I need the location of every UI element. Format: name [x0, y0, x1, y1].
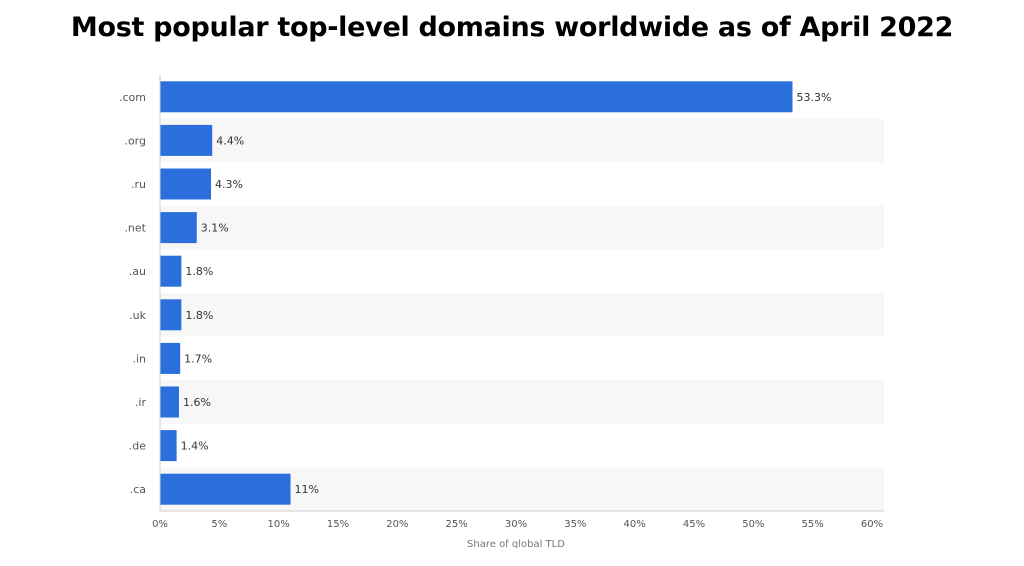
row-band: [160, 380, 884, 424]
bar-ca: [160, 473, 291, 505]
category-label: .ir: [135, 396, 147, 409]
x-tick-label: 30%: [505, 519, 527, 530]
data-label: 1.8%: [185, 309, 213, 322]
bar-ru: [160, 168, 212, 200]
category-label: .net: [124, 222, 146, 235]
bar-org: [160, 124, 213, 156]
bar-de: [160, 430, 177, 462]
bar-uk: [160, 299, 182, 331]
bar-ir: [160, 386, 179, 418]
row-bands: [160, 118, 884, 511]
x-axis-title: Share of global TLD: [467, 539, 565, 548]
data-label: 1.8%: [185, 265, 213, 278]
bar-chart: .com .org .ru .net .au .uk .in .ir .de .ca 53.3% 4…: [119, 75, 884, 548]
x-tick-label: 60%: [861, 519, 883, 530]
data-label: 3.1%: [201, 222, 229, 235]
bar-in: [160, 342, 181, 374]
row-band: [160, 118, 884, 163]
category-label: .in: [132, 352, 146, 365]
bar-au: [160, 255, 182, 287]
x-tick-label: 5%: [211, 519, 227, 530]
x-tick-label: 15%: [327, 519, 349, 530]
data-label: 11%: [295, 483, 319, 496]
category-label: .au: [129, 265, 146, 278]
x-tick-label: 40%: [624, 519, 646, 530]
category-label: .org: [124, 134, 146, 147]
data-label: 1.7%: [184, 352, 212, 365]
x-tick-label: 50%: [742, 519, 764, 530]
x-axis: 0% 5% 10% 15% 20% 25% 30% 35% 40% 45% 50% 55% 60%: [152, 75, 884, 530]
row-band: [160, 293, 884, 337]
x-tick-label: 45%: [683, 519, 705, 530]
x-tick-label: 20%: [386, 519, 408, 530]
chart-title: Most popular top-level domains worldwide…: [70, 12, 954, 43]
category-label: .ru: [131, 178, 146, 191]
data-label: 4.3%: [215, 178, 243, 191]
data-label: 1.6%: [183, 396, 211, 409]
category-labels: .com .org .ru .net .au .uk .in .ir .de .ca: [119, 91, 147, 496]
category-label: .uk: [129, 309, 146, 322]
bar-series: [160, 81, 793, 505]
category-label: .de: [129, 440, 146, 453]
category-label: .ca: [130, 483, 146, 496]
bar-net: [160, 212, 197, 244]
x-tick-label: 0%: [152, 519, 168, 530]
data-label: 53.3%: [796, 91, 831, 104]
value-labels: 53.3% 4.4% 4.3% 3.1% 1.8% 1.8% 1.7% 1.6% 1.4% 11%: [181, 91, 832, 496]
data-label: 1.4%: [181, 440, 209, 453]
bar-com: [160, 81, 793, 113]
chart-area: .com .org .ru .net .au .uk .in .ir .de .ca 53.3% 4…: [96, 70, 916, 548]
data-label: 4.4%: [216, 134, 244, 147]
row-band: [160, 205, 884, 250]
x-tick-label: 55%: [802, 519, 824, 530]
x-tick-label: 25%: [446, 519, 468, 530]
x-tick-label: 35%: [564, 519, 586, 530]
category-label: .com: [119, 91, 146, 104]
x-tick-label: 10%: [268, 519, 290, 530]
